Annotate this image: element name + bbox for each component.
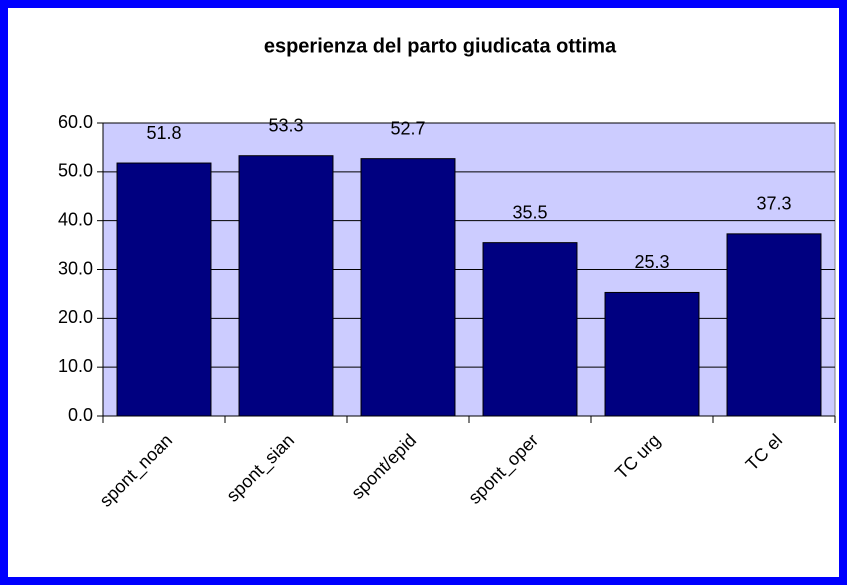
value-label: 51.8 — [146, 123, 181, 143]
value-label: 25.3 — [634, 252, 669, 272]
y-tick-label: 0.0 — [68, 405, 93, 425]
chart-title: esperienza del parto giudicata ottima — [264, 35, 617, 57]
bar — [360, 158, 456, 417]
y-tick-label: 50.0 — [58, 161, 93, 181]
y-tick-label: 60.0 — [58, 112, 93, 132]
y-tick-label: 10.0 — [58, 356, 93, 376]
value-label: 53.3 — [268, 115, 303, 135]
y-tick-label: 30.0 — [58, 258, 93, 278]
bar — [116, 162, 212, 417]
value-label: 52.7 — [390, 118, 425, 138]
bar — [482, 242, 578, 417]
bar — [604, 291, 700, 417]
bar — [726, 233, 822, 417]
value-label: 35.5 — [512, 202, 547, 222]
y-tick-label: 40.0 — [58, 209, 93, 229]
y-tick-label: 20.0 — [58, 307, 93, 327]
bar — [238, 155, 334, 417]
value-label: 37.3 — [756, 194, 791, 214]
